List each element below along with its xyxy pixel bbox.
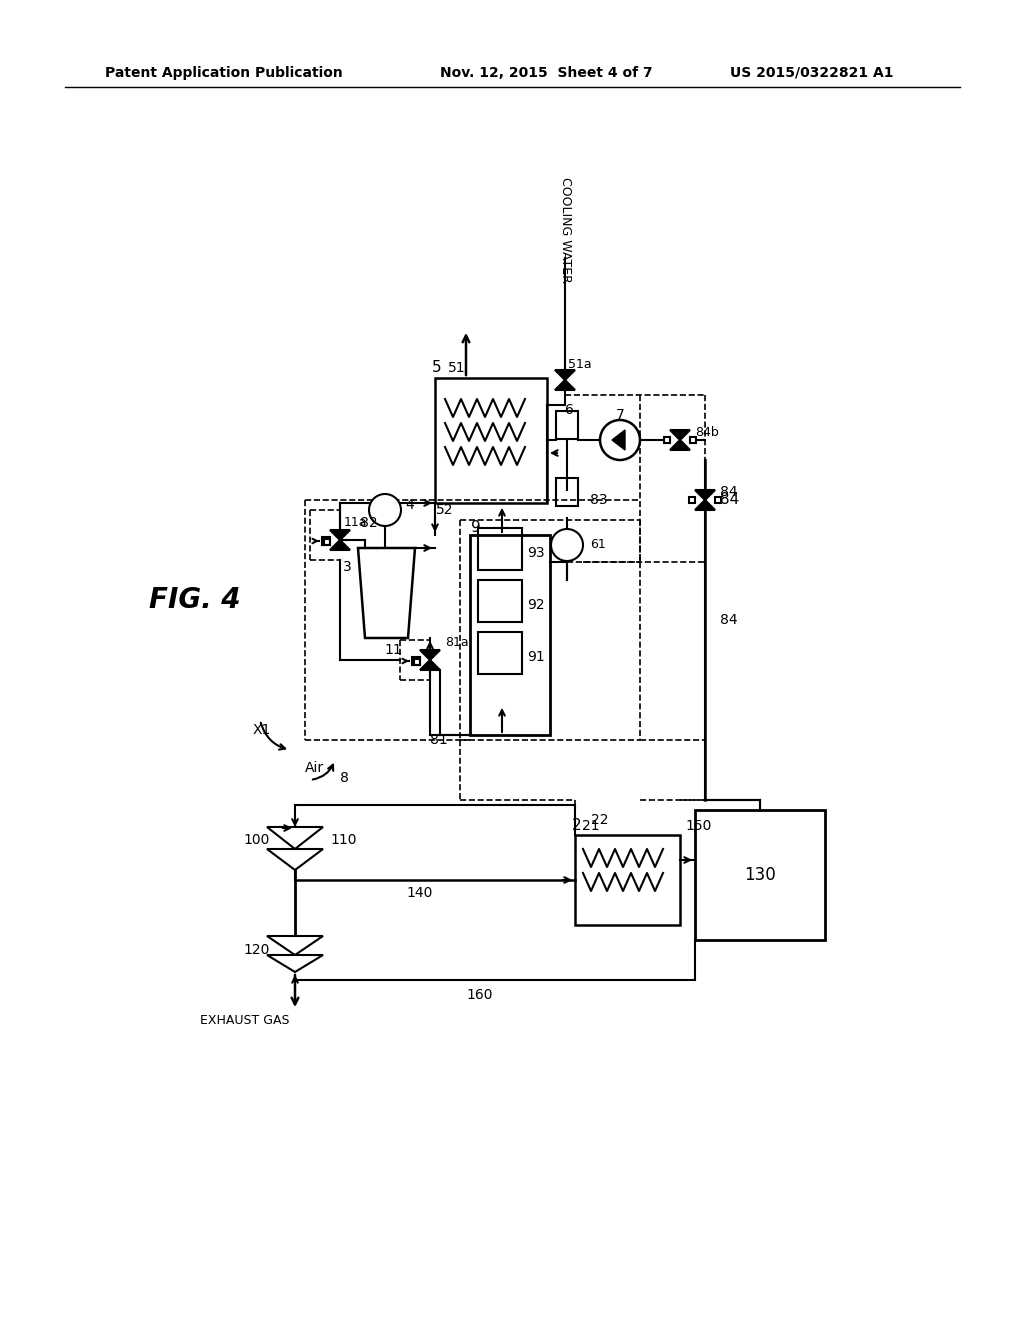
Text: 100: 100 — [244, 833, 270, 847]
Text: 21: 21 — [582, 818, 600, 833]
Polygon shape — [330, 540, 350, 550]
Polygon shape — [670, 430, 690, 440]
Text: 92: 92 — [527, 598, 545, 612]
Text: 130: 130 — [744, 866, 776, 884]
Polygon shape — [612, 430, 625, 450]
Bar — [470, 535, 550, 735]
Text: US 2015/0322821 A1: US 2015/0322821 A1 — [730, 66, 894, 81]
Text: Patent Application Publication: Patent Application Publication — [105, 66, 343, 81]
Text: 6: 6 — [564, 403, 573, 417]
Circle shape — [600, 420, 640, 459]
Text: 110: 110 — [330, 833, 356, 847]
Text: 11a: 11a — [344, 516, 368, 528]
Text: 61: 61 — [590, 539, 606, 552]
Polygon shape — [695, 500, 715, 510]
Text: 150: 150 — [685, 818, 712, 833]
Bar — [435, 378, 547, 503]
Text: FIG. 4: FIG. 4 — [150, 586, 241, 614]
Polygon shape — [555, 380, 575, 389]
Text: 7: 7 — [615, 408, 625, 422]
Text: X1: X1 — [253, 723, 271, 737]
Text: 84: 84 — [720, 612, 737, 627]
Text: 84b: 84b — [695, 425, 719, 438]
Polygon shape — [267, 828, 323, 849]
Bar — [324, 539, 330, 545]
Polygon shape — [420, 660, 440, 671]
Text: EXHAUST GAS: EXHAUST GAS — [201, 1014, 290, 1027]
Polygon shape — [267, 849, 323, 870]
Bar — [412, 657, 420, 665]
Bar — [664, 437, 670, 444]
Text: 22: 22 — [591, 813, 608, 828]
Bar — [556, 478, 578, 506]
Text: 51: 51 — [449, 360, 466, 375]
Text: 82: 82 — [360, 516, 378, 531]
Bar — [689, 498, 695, 503]
Bar — [695, 810, 825, 940]
Text: 8: 8 — [340, 771, 349, 785]
Text: 81: 81 — [430, 733, 447, 747]
Bar — [478, 579, 522, 622]
Text: 2: 2 — [572, 818, 582, 833]
Text: 9: 9 — [471, 520, 480, 535]
Polygon shape — [695, 490, 715, 500]
Text: 52: 52 — [436, 503, 454, 517]
Polygon shape — [555, 370, 575, 380]
Bar — [575, 836, 680, 925]
Polygon shape — [267, 936, 323, 954]
Text: 140: 140 — [407, 886, 433, 900]
Bar — [556, 411, 578, 440]
Bar — [690, 437, 696, 444]
Text: 4: 4 — [406, 498, 414, 512]
Text: 5: 5 — [432, 360, 441, 375]
Text: 11: 11 — [384, 643, 402, 657]
Polygon shape — [670, 440, 690, 450]
Text: Nov. 12, 2015  Sheet 4 of 7: Nov. 12, 2015 Sheet 4 of 7 — [440, 66, 652, 81]
Text: 91: 91 — [527, 649, 545, 664]
Bar — [478, 632, 522, 675]
Text: 3: 3 — [343, 560, 352, 574]
Circle shape — [551, 529, 583, 561]
Text: 120: 120 — [244, 942, 270, 957]
Text: 81a: 81a — [445, 635, 469, 648]
Bar — [414, 659, 420, 665]
Text: 83: 83 — [590, 492, 607, 507]
Text: 93: 93 — [527, 546, 545, 560]
Circle shape — [369, 494, 401, 525]
Bar — [715, 498, 721, 503]
Polygon shape — [358, 548, 415, 638]
Bar — [478, 528, 522, 570]
Text: 160: 160 — [467, 987, 494, 1002]
Polygon shape — [420, 649, 440, 660]
Polygon shape — [267, 954, 323, 972]
Bar — [322, 537, 330, 545]
Text: 84: 84 — [720, 484, 737, 499]
Text: 51a: 51a — [568, 358, 592, 371]
Text: COOLING WATER: COOLING WATER — [558, 177, 571, 282]
Text: 84: 84 — [720, 492, 739, 507]
Polygon shape — [330, 531, 350, 540]
Text: Air: Air — [305, 762, 325, 775]
